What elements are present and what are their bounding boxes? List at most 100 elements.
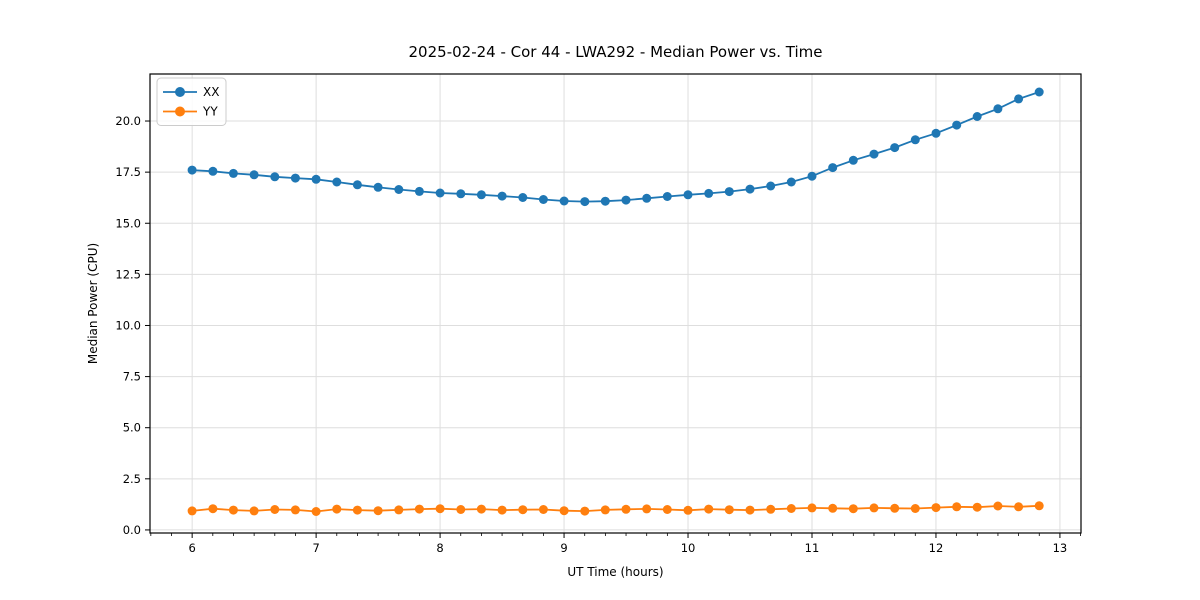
data-point-yy: [724, 505, 734, 515]
data-point-yy: [910, 504, 920, 513]
data-point-xx: [890, 143, 900, 153]
legend-item-yy: YY: [163, 105, 218, 119]
data-point-yy: [1014, 502, 1024, 512]
data-point-xx: [497, 191, 507, 201]
data-point-yy: [828, 503, 838, 513]
legend-item-xx: XX: [163, 85, 219, 99]
gridlines: [150, 74, 1081, 533]
y-tick-label: 0.0: [123, 523, 141, 537]
y-tick-label: 10.0: [115, 318, 141, 332]
data-point-xx: [621, 195, 631, 205]
data-point-yy: [972, 502, 982, 512]
data-point-xx: [683, 190, 693, 200]
data-point-yy: [373, 506, 383, 516]
plot-border: [149, 73, 1082, 534]
data-point-xx: [766, 181, 776, 191]
legend-label: YY: [202, 105, 218, 119]
data-point-xx: [394, 185, 404, 194]
data-point-yy: [414, 504, 424, 514]
data-point-yy: [869, 503, 879, 513]
y-tick-label: 15.0: [115, 216, 141, 230]
data-point-xx: [559, 196, 569, 206]
x-tick-label: 12: [929, 541, 944, 555]
data-point-yy: [497, 505, 507, 515]
legend-marker: [175, 106, 185, 117]
data-point-xx: [456, 189, 466, 199]
data-point-xx: [807, 171, 817, 181]
data-point-yy: [683, 505, 693, 515]
data-point-xx: [952, 120, 962, 130]
data-point-yy: [704, 504, 714, 514]
data-point-yy: [249, 506, 259, 516]
data-point-xx: [352, 180, 362, 190]
data-point-xx: [724, 187, 734, 197]
legend-marker: [175, 87, 185, 97]
x-tick-label: 11: [805, 541, 820, 555]
data-point-yy: [518, 505, 528, 515]
y-axis-label: Median Power (CPU): [86, 243, 100, 364]
data-point-xx: [786, 177, 796, 187]
data-point-yy: [559, 506, 569, 516]
y-tick-label: 12.5: [115, 267, 141, 281]
data-point-yy: [952, 502, 962, 512]
data-point-xx: [187, 165, 197, 175]
data-point-xx: [600, 196, 610, 206]
data-point-xx: [228, 168, 238, 178]
data-point-xx: [580, 197, 590, 207]
data-point-xx: [373, 182, 383, 192]
data-point-yy: [766, 504, 776, 514]
data-point-yy: [290, 505, 300, 515]
data-point-yy: [352, 505, 362, 515]
x-tick-label: 8: [436, 541, 443, 555]
data-point-xx: [910, 135, 920, 145]
data-point-xx: [332, 177, 342, 187]
data-point-xx: [290, 173, 300, 183]
data-point-xx: [270, 172, 280, 182]
data-point-xx: [745, 184, 755, 194]
data-point-yy: [600, 505, 610, 515]
y-tick-label: 20.0: [115, 114, 141, 128]
data-point-xx: [662, 192, 672, 201]
data-point-yy: [621, 504, 631, 514]
data-point-yy: [270, 505, 280, 514]
legend: XX YY: [156, 77, 227, 126]
data-point-xx: [311, 174, 321, 184]
y-tick-label: 2.5: [123, 472, 141, 486]
chart-title: 2025-02-24 - Cor 44 - LWA292 - Median Po…: [409, 43, 823, 61]
data-point-yy: [394, 505, 404, 515]
data-point-xx: [1014, 94, 1024, 104]
y-tick-label: 17.5: [115, 165, 141, 179]
data-point-xx: [848, 155, 858, 165]
data-point-xx: [435, 188, 445, 198]
x-tick-label: 7: [312, 541, 319, 555]
data-point-yy: [332, 504, 342, 514]
data-point-xx: [476, 190, 486, 200]
data-point-xx: [538, 195, 548, 204]
x-tick-label: 6: [188, 541, 195, 555]
data-point-xx: [869, 149, 879, 159]
data-point-xx: [518, 193, 528, 202]
data-point-yy: [311, 507, 321, 516]
y-tick-label: 5.0: [123, 421, 141, 435]
data-point-yy: [187, 506, 197, 516]
axis-ticks: 6 7 8 9 10 11 12 13 0.0 2.5 5.0 7.5 10.0 12.5 15.0 17.5…: [115, 114, 1081, 555]
data-point-yy: [786, 504, 796, 513]
x-tick-label: 10: [681, 541, 696, 555]
data-point-yy: [848, 504, 858, 514]
data-point-yy: [642, 504, 652, 514]
data-point-yy: [435, 504, 445, 514]
series-line-xx: [192, 91, 1040, 203]
x-tick-label: 9: [560, 541, 567, 555]
data-point-yy: [745, 505, 755, 515]
data-point-xx: [249, 170, 259, 180]
data-point-xx: [208, 166, 218, 176]
data-point-yy: [456, 505, 466, 514]
data-point-xx: [1034, 87, 1044, 97]
data-point-yy: [580, 506, 590, 516]
data-point-yy: [228, 505, 238, 515]
x-tick-label: 13: [1053, 541, 1068, 555]
data-point-yy: [1034, 501, 1044, 511]
data-point-xx: [828, 163, 838, 173]
data-point-yy: [993, 501, 1003, 511]
